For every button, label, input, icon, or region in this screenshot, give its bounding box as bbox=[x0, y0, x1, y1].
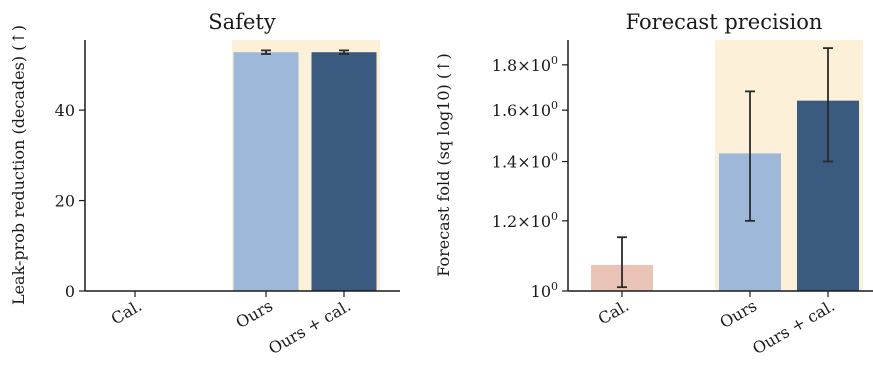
safety-title: Safety bbox=[208, 10, 276, 34]
y-tick-label: 0 bbox=[65, 282, 75, 301]
y-tick-label-mantissa: 1.6×10 bbox=[492, 101, 551, 120]
y-tick-label-mantissa: 1.4×10 bbox=[492, 153, 551, 172]
y-tick-label: 1.8×100 bbox=[492, 54, 558, 75]
y-tick-label-exponent: 0 bbox=[551, 54, 558, 67]
bar-2 bbox=[233, 52, 299, 291]
error-bar-2 bbox=[745, 90, 755, 222]
y-tick-label: 20 bbox=[55, 192, 75, 211]
y-tick-label: 1.2×100 bbox=[492, 210, 558, 231]
error-bar-1 bbox=[617, 236, 627, 289]
x-tick-label: Cal. bbox=[595, 296, 632, 328]
error-bar-3 bbox=[339, 49, 349, 55]
y-tick-label-mantissa: 1.8×10 bbox=[492, 56, 551, 75]
forecast-panel: Forecast precision Forecast fold (sq log… bbox=[434, 10, 873, 358]
y-tick-label-mantissa: 1.2×10 bbox=[492, 212, 551, 231]
y-tick-label: 100 bbox=[531, 280, 558, 301]
bar-3 bbox=[311, 52, 377, 291]
y-tick-label-exponent: 0 bbox=[551, 210, 558, 223]
safety-panel: Safety Leak-prob reduction (decades) (↑)… bbox=[9, 10, 400, 358]
y-tick-label-exponent: 0 bbox=[551, 99, 558, 112]
safety-ylabel: Leak-prob reduction (decades) (↑) bbox=[9, 25, 28, 305]
x-tick-label: Ours bbox=[232, 296, 276, 332]
forecast-ylabel: Forecast fold (sq log10) (↑) bbox=[434, 53, 453, 277]
x-tick-label: Ours bbox=[716, 296, 760, 332]
error-bar-2 bbox=[261, 49, 271, 55]
y-tick-label-exponent: 0 bbox=[551, 151, 558, 164]
y-tick-label: 1.4×100 bbox=[492, 151, 558, 172]
x-tick-label: Ours + cal. bbox=[749, 296, 838, 358]
y-tick-label-mantissa: 10 bbox=[531, 282, 551, 301]
y-tick-label: 40 bbox=[55, 101, 75, 120]
y-tick-label-exponent: 0 bbox=[551, 280, 558, 293]
x-tick-label: Cal. bbox=[108, 296, 145, 328]
forecast-title: Forecast precision bbox=[626, 10, 823, 34]
error-bar-3 bbox=[823, 47, 833, 163]
x-tick-label: Ours + cal. bbox=[265, 296, 354, 358]
y-tick-label: 1.6×100 bbox=[492, 99, 558, 120]
